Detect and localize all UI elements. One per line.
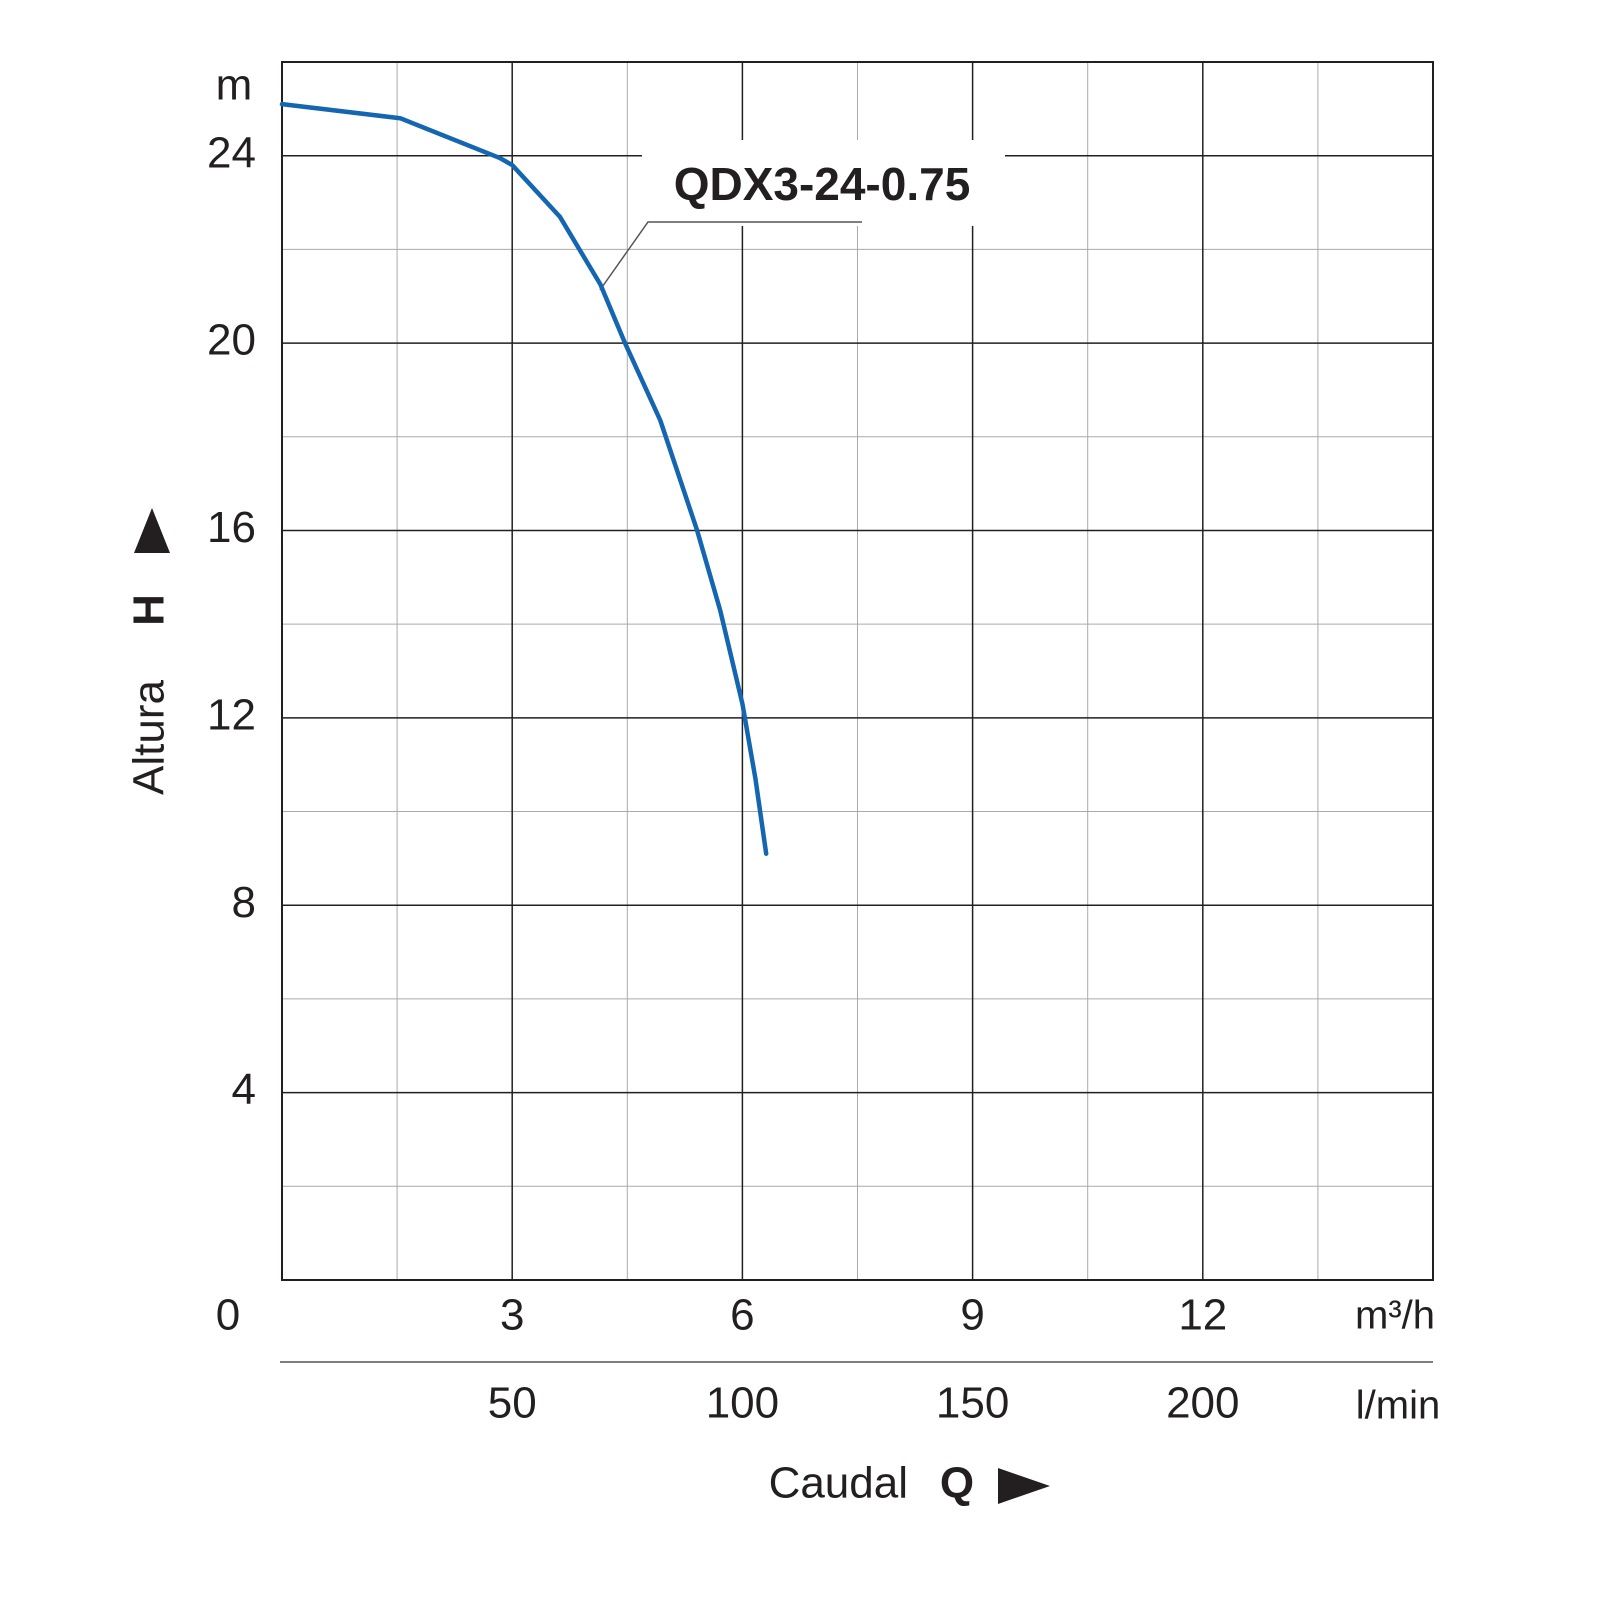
y-arrow — [134, 508, 170, 553]
x-arrow — [998, 1468, 1050, 1504]
x-tick-label: 6 — [730, 1291, 754, 1340]
x2-tick-label: 50 — [488, 1379, 537, 1428]
leader-line — [599, 221, 862, 291]
marks: 0 3 6 9 12 50 100 150 200 4 8 12 16 20 24 — [207, 101, 1240, 1428]
x-tick-label: 3 — [500, 1291, 524, 1340]
y-unit: m — [216, 61, 253, 110]
x2-tick-label: 150 — [936, 1379, 1009, 1428]
y-tick-label: 20 — [207, 316, 256, 365]
y-title: Altura — [125, 680, 174, 795]
x-tick-label: 0 — [216, 1291, 240, 1340]
y-tick-label: 8 — [232, 878, 256, 927]
x-title: Caudal — [769, 1459, 908, 1508]
plot-frame — [281, 61, 1434, 1281]
x-unit: m³/h — [1355, 1294, 1435, 1338]
label-box — [642, 140, 1005, 226]
y-tick-label: 24 — [207, 128, 256, 177]
grid — [282, 62, 1433, 1280]
x-symbol: Q — [940, 1459, 974, 1508]
y-tick-label: 4 — [232, 1065, 256, 1114]
x2-unit: l/min — [1356, 1384, 1440, 1428]
x2-tick-label: 200 — [1166, 1379, 1239, 1428]
y-tick-label: 16 — [207, 503, 256, 552]
x-tick-label: 9 — [960, 1291, 984, 1340]
series-line — [279, 101, 769, 856]
x-tick-label: 12 — [1178, 1291, 1227, 1340]
y-tick-label: 12 — [207, 690, 256, 739]
y-symbol: H — [125, 594, 174, 626]
x2-tick-label: 100 — [706, 1379, 779, 1428]
annotation: QDX3-24-0.75 — [674, 158, 971, 210]
